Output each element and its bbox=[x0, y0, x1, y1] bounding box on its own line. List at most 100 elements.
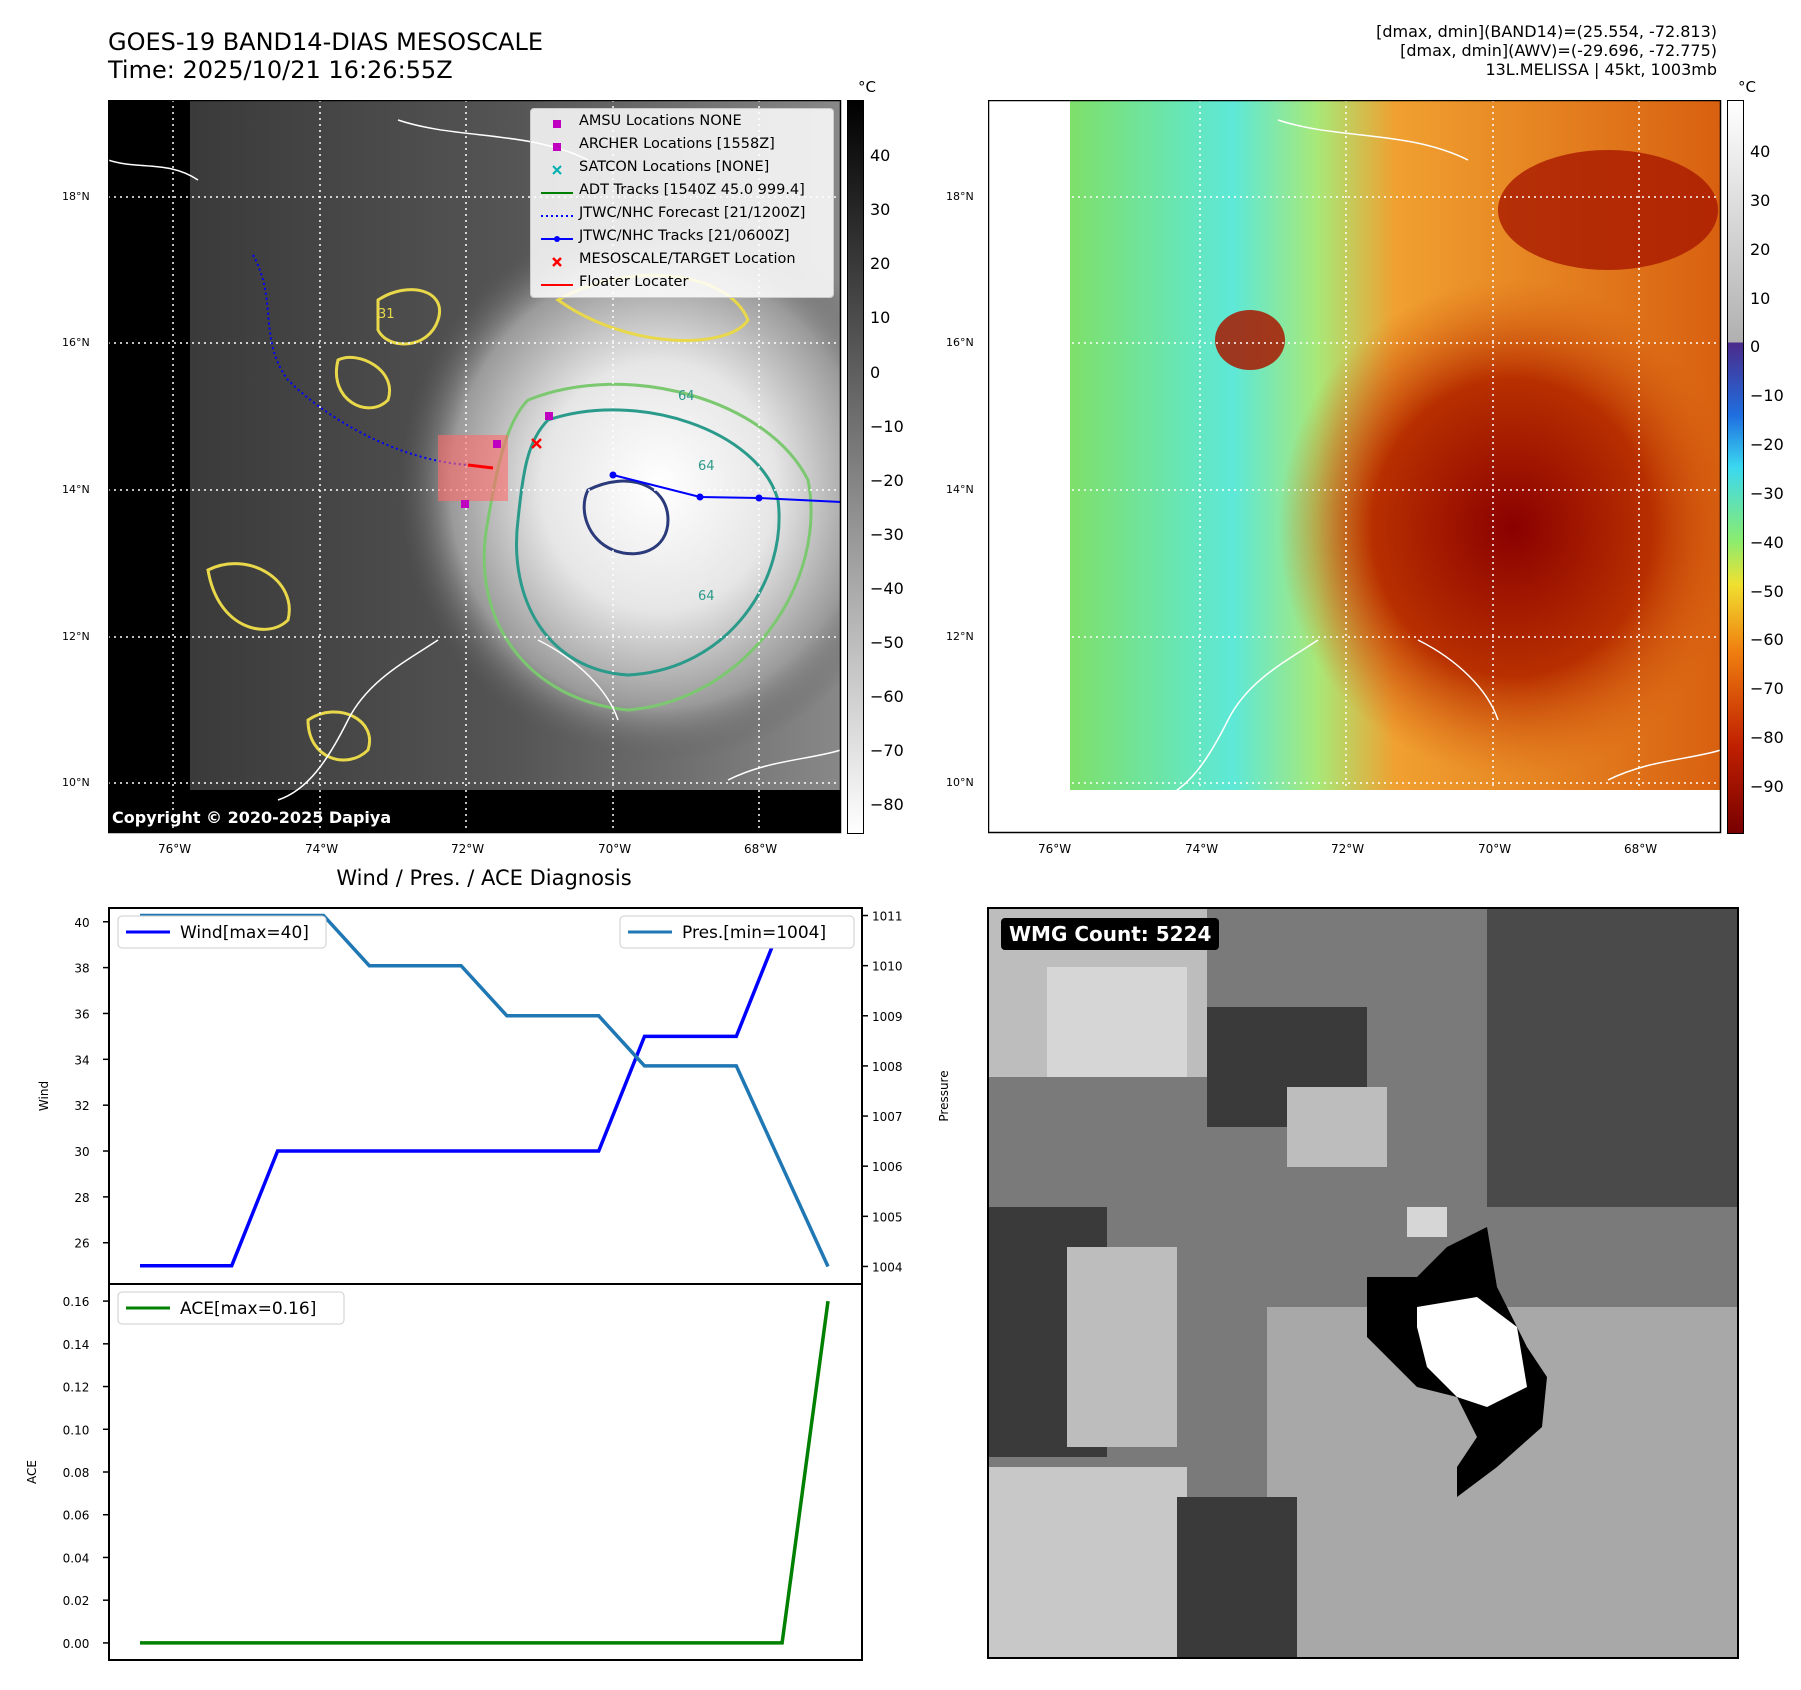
pressure-axis-label: Pressure bbox=[937, 1070, 951, 1121]
contour-label: 64 bbox=[698, 459, 715, 474]
wmg-cell-block bbox=[1407, 1207, 1447, 1237]
awv-dry-patch bbox=[1215, 310, 1285, 370]
wind-pres-plot-frame bbox=[108, 907, 863, 1285]
lon-label: 70°W bbox=[1478, 842, 1512, 856]
wind-series-line bbox=[140, 920, 828, 1268]
map-legend: AMSU Locations NONE ARCHER Locations [15… bbox=[530, 108, 834, 298]
awv-colorbar-unit: °C bbox=[1738, 78, 1756, 96]
awv-colorbar-gradient bbox=[1727, 100, 1744, 834]
wind-legend bbox=[117, 915, 327, 949]
colorbar-tick: 40 bbox=[1750, 142, 1771, 161]
contour-label: 64 bbox=[678, 389, 695, 404]
legend-label: JTWC/NHC Tracks [21/0600Z] bbox=[579, 228, 790, 244]
colorbar-tick: 0 bbox=[870, 363, 881, 382]
lat-label: 16°N bbox=[62, 336, 90, 349]
pressure-tick-label: 1010 bbox=[872, 960, 903, 974]
lon-label: 74°W bbox=[305, 842, 339, 856]
wmg-frame bbox=[987, 907, 1739, 1659]
colorbar-tick: −40 bbox=[1750, 533, 1784, 552]
ir-colorbar bbox=[847, 100, 864, 834]
archer-location bbox=[493, 440, 501, 448]
colorbar-tick: 20 bbox=[1750, 240, 1771, 259]
lon-label: 72°W bbox=[1331, 842, 1365, 856]
colorbar-tick: 10 bbox=[1750, 289, 1771, 308]
coastlines bbox=[108, 119, 842, 801]
ace-tick-label: 0.10 bbox=[63, 1423, 90, 1437]
pressure-legend bbox=[619, 915, 855, 949]
lat-label: 12°N bbox=[946, 630, 974, 643]
diagnosis-title: Wind / Pres. / ACE Diagnosis bbox=[336, 866, 632, 890]
awv-lat-labels: 18°N 16°N 14°N 12°N 10°N bbox=[946, 100, 990, 835]
lon-label: 72°W bbox=[451, 842, 485, 856]
colorbar-tick: 30 bbox=[870, 200, 891, 219]
colorbar-tick: −10 bbox=[870, 417, 904, 436]
lat-label: 14°N bbox=[946, 483, 974, 496]
awv-gridlines bbox=[988, 100, 1721, 833]
wmg-cell-block bbox=[1487, 907, 1739, 1207]
ir-lat-labels: 18°N 16°N 14°N 12°N 10°N bbox=[62, 100, 106, 835]
lat-label: 18°N bbox=[62, 190, 90, 203]
colorbar-tick: −30 bbox=[1750, 484, 1784, 503]
stats-line-3: 13L.MELISSA | 45kt, 1003mb bbox=[1485, 60, 1717, 79]
wmg-eye-region bbox=[1417, 1297, 1527, 1407]
awv-dry-patch bbox=[1498, 150, 1718, 270]
legend-label: Floater Locater bbox=[579, 274, 689, 290]
lon-label: 76°W bbox=[158, 842, 192, 856]
best-track-point bbox=[755, 494, 763, 502]
ace-tick-label: 0.06 bbox=[63, 1509, 90, 1523]
colorbar-tick: −50 bbox=[1750, 582, 1784, 601]
lon-label: 76°W bbox=[1038, 842, 1072, 856]
ace-tick-label: 0.16 bbox=[63, 1295, 90, 1309]
archer-location bbox=[545, 412, 553, 420]
lon-label: 70°W bbox=[598, 842, 632, 856]
wmg-cell-block bbox=[1047, 967, 1187, 1077]
lon-label: 68°W bbox=[744, 842, 778, 856]
colorbar-tick: −60 bbox=[870, 687, 904, 706]
colorbar-tick: −50 bbox=[870, 633, 904, 652]
colorbar-tick: −30 bbox=[870, 525, 904, 544]
colorbar-tick: −80 bbox=[870, 795, 904, 814]
coastlines bbox=[1157, 119, 1722, 801]
contour-label: 64 bbox=[698, 589, 715, 604]
awv-colorbar-ticks: 40 30 20 10 0 −10 −20 −30 −40 −50 −60 −7… bbox=[1750, 100, 1798, 835]
ace-axis-label: ACE bbox=[25, 1460, 39, 1484]
archer-location bbox=[461, 500, 469, 508]
wind-tick-label: 40 bbox=[74, 916, 89, 930]
awv-map-panel bbox=[988, 100, 1722, 834]
colorbar-tick: 20 bbox=[870, 254, 891, 273]
lat-label: 16°N bbox=[946, 336, 974, 349]
stats-line-1: [dmax, dmin](BAND14)=(25.554, -72.813) bbox=[1376, 22, 1717, 41]
wmg-cell-block bbox=[1177, 1497, 1297, 1659]
awv-map-frame bbox=[988, 100, 1722, 834]
wind-tick-label: 32 bbox=[74, 1099, 89, 1113]
wind-tick-label: 34 bbox=[74, 1053, 89, 1067]
pressure-legend-label: Pres.[min=1004] bbox=[682, 923, 826, 943]
colorbar-tick: 10 bbox=[870, 308, 891, 327]
pressure-tick-label: 1011 bbox=[872, 910, 903, 924]
wmg-cell-block bbox=[1067, 1247, 1177, 1447]
legend-square-icon bbox=[553, 143, 561, 151]
stats-line-2: [dmax, dmin](AWV)=(-29.696, -72.775) bbox=[1400, 41, 1717, 60]
wmg-count-badge: WMG Count: 5224 bbox=[1001, 918, 1220, 950]
colorbar-tick: −90 bbox=[1750, 777, 1784, 796]
best-track bbox=[612, 474, 842, 503]
pressure-tick-label: 1006 bbox=[872, 1160, 903, 1174]
ir-colorbar-unit: °C bbox=[858, 78, 876, 96]
ace-legend-label: ACE[max=0.16] bbox=[180, 1299, 316, 1319]
ace-tick-label: 0.00 bbox=[63, 1637, 90, 1651]
stats-block: [dmax, dmin](BAND14)=(25.554, -72.813) [… bbox=[1376, 22, 1717, 79]
colorbar-tick: −20 bbox=[1750, 435, 1784, 454]
forecast-track bbox=[252, 254, 469, 466]
ir-map-frame bbox=[108, 100, 842, 834]
contour-label: 31 bbox=[378, 307, 395, 322]
lon-label: 68°W bbox=[1624, 842, 1658, 856]
wind-tick-label: 28 bbox=[74, 1191, 89, 1205]
contour-outer bbox=[482, 382, 813, 712]
legend-square-icon bbox=[553, 120, 561, 128]
ace-tick-label: 0.04 bbox=[63, 1551, 90, 1565]
lat-label: 10°N bbox=[62, 776, 90, 789]
pressure-tick-label: 1007 bbox=[872, 1110, 903, 1124]
colorbar-tick: −20 bbox=[870, 471, 904, 490]
wmg-cell-block bbox=[1287, 1087, 1387, 1167]
colorbar-tick: −60 bbox=[1750, 630, 1784, 649]
